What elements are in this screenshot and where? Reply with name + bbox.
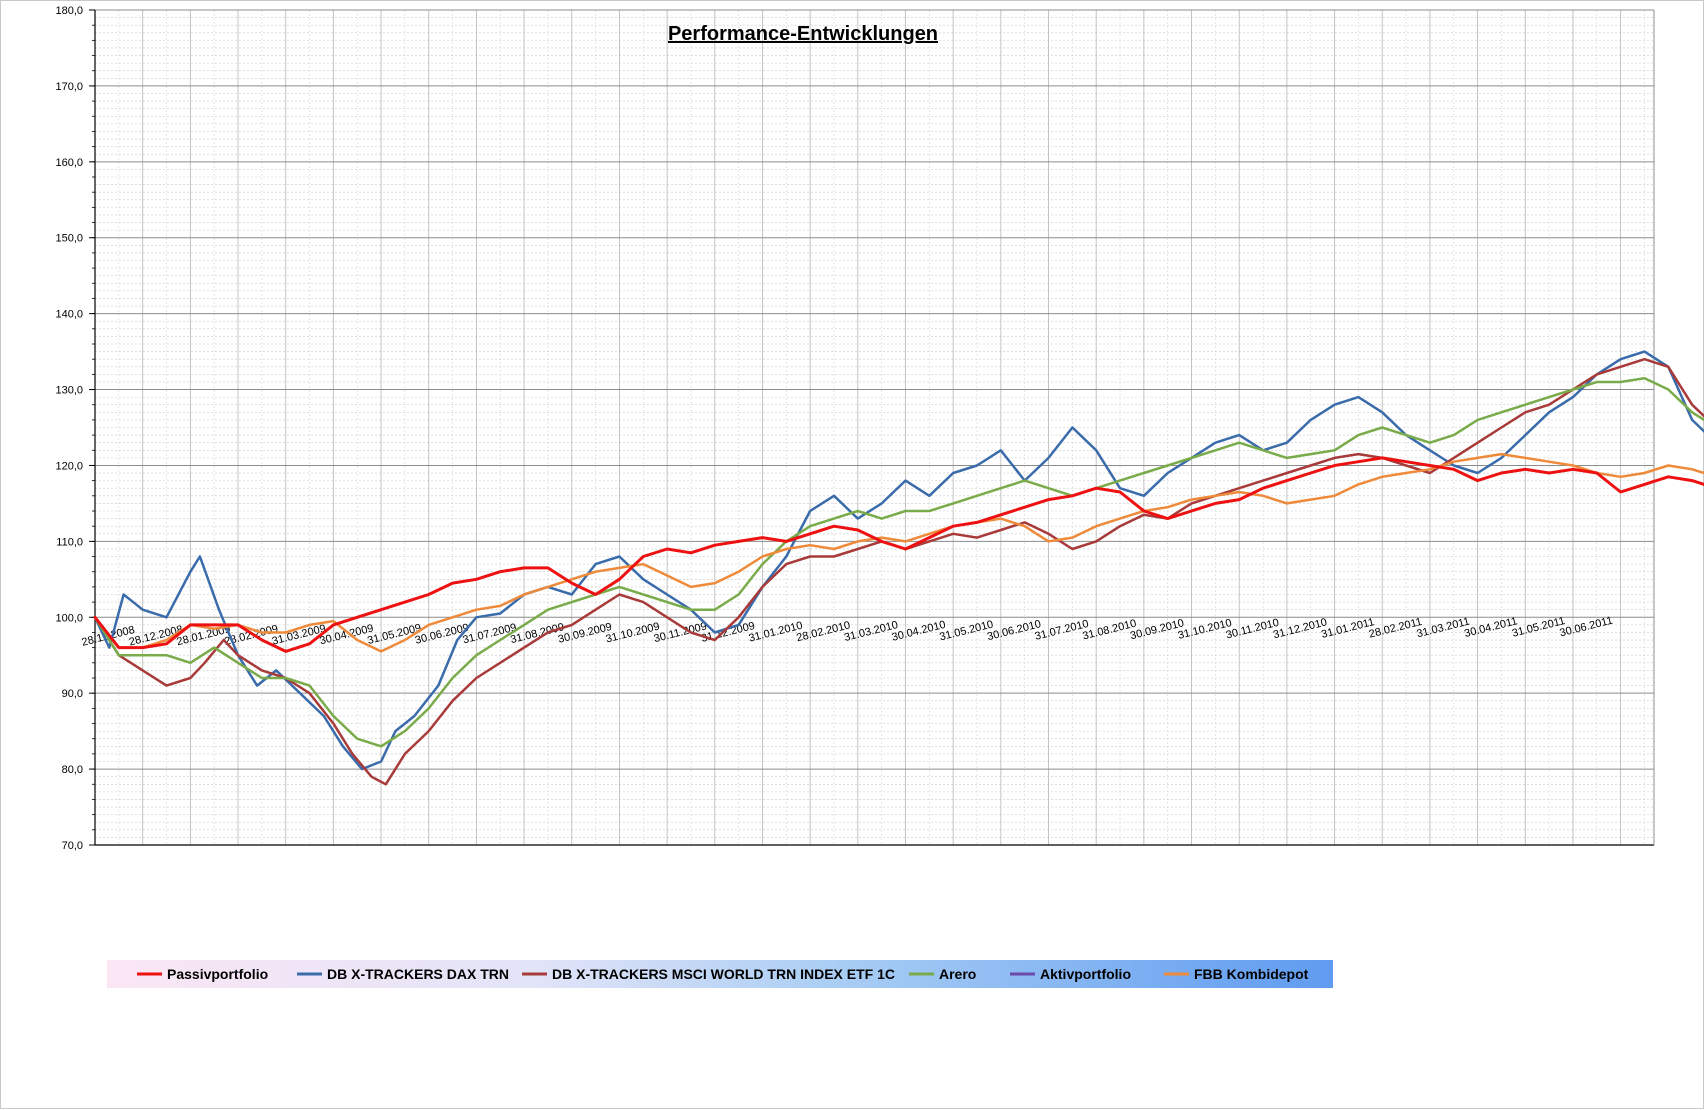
series-line-5 xyxy=(93,452,1704,653)
y-tick-label: 120,0 xyxy=(55,460,83,472)
legend: Passivportfolio DB X-TRACKERS DAX TRN DB X… xyxy=(107,960,1333,988)
legend-label-3: Arero xyxy=(939,966,976,982)
series-lines xyxy=(93,350,1704,786)
legend-label-5: FBB Kombidepot xyxy=(1194,966,1309,982)
y-tick-label: 180,0 xyxy=(55,5,83,17)
y-tick-label: 90,0 xyxy=(62,688,83,700)
axes: 70,0 80,0 90,0 100,0 110,0 120,0 130,0 140,0 150… xyxy=(55,5,1655,852)
y-tick-label: 100,0 xyxy=(55,612,83,624)
y-tick-label: 130,0 xyxy=(55,385,83,397)
legend-label-0: Passivportfolio xyxy=(167,966,268,982)
y-tick-label: 70,0 xyxy=(62,840,83,852)
y-tick-label: 150,0 xyxy=(55,233,83,245)
series-line-1 xyxy=(93,350,1704,771)
y-tick-label: 140,0 xyxy=(55,309,83,321)
x-tick-label: 30.06.2011 xyxy=(1558,615,1614,640)
y-tick-label: 170,0 xyxy=(55,81,83,93)
series-line-0 xyxy=(93,456,1704,653)
y-tick-label: 110,0 xyxy=(56,536,83,548)
legend-label-1: DB X-TRACKERS DAX TRN xyxy=(327,966,509,982)
chart-title: Performance-Entwicklungen xyxy=(668,23,938,45)
y-tick-label: 160,0 xyxy=(55,157,83,169)
grid-lines xyxy=(94,9,1654,846)
series-line-2 xyxy=(93,357,1704,786)
series-line-3 xyxy=(93,376,1704,748)
y-tick-label: 80,0 xyxy=(62,764,83,776)
legend-label-2: DB X-TRACKERS MSCI WORLD TRN INDEX ETF 1… xyxy=(552,966,895,982)
legend-label-4: Aktivportfolio xyxy=(1040,966,1131,982)
